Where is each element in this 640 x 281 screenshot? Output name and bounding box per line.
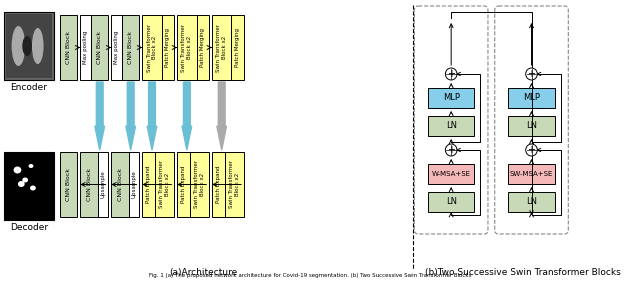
Text: CNN Block: CNN Block	[97, 31, 102, 64]
Text: Max pooling: Max pooling	[83, 31, 88, 64]
Text: SW-MSA+SE: SW-MSA+SE	[510, 171, 553, 177]
FancyBboxPatch shape	[91, 15, 108, 80]
Text: +: +	[527, 69, 536, 79]
FancyBboxPatch shape	[162, 15, 174, 80]
Text: Patch Expand: Patch Expand	[181, 166, 186, 203]
FancyBboxPatch shape	[122, 15, 140, 80]
Text: Swin Transformer
Block x2: Swin Transformer Block x2	[229, 160, 240, 209]
FancyBboxPatch shape	[111, 15, 122, 80]
Text: +: +	[527, 145, 536, 155]
FancyBboxPatch shape	[508, 116, 555, 136]
Text: W-MSA+SE: W-MSA+SE	[431, 171, 470, 177]
Text: Decoder: Decoder	[10, 223, 48, 232]
FancyBboxPatch shape	[196, 15, 209, 80]
Text: MLP: MLP	[523, 94, 540, 103]
Text: CNN Block: CNN Block	[66, 31, 71, 64]
FancyBboxPatch shape	[60, 152, 77, 217]
Text: LN: LN	[445, 198, 457, 207]
FancyBboxPatch shape	[155, 152, 174, 217]
Text: Swin Transformer
Block x2: Swin Transformer Block x2	[147, 24, 157, 71]
FancyBboxPatch shape	[232, 15, 244, 80]
FancyBboxPatch shape	[428, 164, 474, 184]
Text: (a)Architecture: (a)Architecture	[169, 268, 237, 277]
Text: Fig. 1 (a) The proposed network architecture for Covid-19 segmentation. (b) Two : Fig. 1 (a) The proposed network architec…	[148, 273, 471, 278]
Ellipse shape	[18, 181, 25, 187]
Circle shape	[525, 68, 538, 80]
FancyBboxPatch shape	[212, 15, 232, 80]
Text: Patch Expand: Patch Expand	[216, 166, 221, 203]
FancyBboxPatch shape	[190, 152, 209, 217]
FancyBboxPatch shape	[81, 15, 91, 80]
Text: CNN Block: CNN Block	[86, 168, 92, 201]
Ellipse shape	[22, 36, 32, 56]
FancyBboxPatch shape	[177, 152, 190, 217]
FancyBboxPatch shape	[428, 88, 474, 108]
Text: Patch Merging: Patch Merging	[235, 28, 240, 67]
FancyBboxPatch shape	[4, 12, 54, 80]
Text: Upsample: Upsample	[100, 171, 106, 198]
Circle shape	[445, 68, 457, 80]
FancyBboxPatch shape	[177, 15, 196, 80]
Text: +: +	[447, 69, 455, 79]
Text: Swin Transformer
Block x2: Swin Transformer Block x2	[182, 24, 192, 71]
Ellipse shape	[22, 178, 28, 182]
Text: CNN Block: CNN Block	[66, 168, 71, 201]
Text: +: +	[447, 145, 455, 155]
FancyArrow shape	[147, 82, 157, 150]
Text: LN: LN	[526, 121, 537, 130]
FancyBboxPatch shape	[129, 152, 140, 217]
FancyBboxPatch shape	[98, 152, 108, 217]
Ellipse shape	[29, 164, 33, 168]
Ellipse shape	[12, 26, 25, 66]
Text: Max pooling: Max pooling	[114, 31, 119, 64]
Ellipse shape	[32, 28, 44, 64]
Text: Upsample: Upsample	[132, 171, 136, 198]
Ellipse shape	[13, 167, 21, 173]
FancyArrow shape	[217, 82, 227, 150]
Text: LN: LN	[526, 198, 537, 207]
Text: Swin Transformer
Block x2: Swin Transformer Block x2	[159, 160, 170, 209]
Text: Patch Merging: Patch Merging	[166, 28, 170, 67]
Ellipse shape	[30, 185, 36, 191]
Text: Patch Merging: Patch Merging	[200, 28, 205, 67]
FancyArrow shape	[182, 82, 192, 150]
FancyBboxPatch shape	[428, 116, 474, 136]
Text: Patch Expand: Patch Expand	[146, 166, 151, 203]
FancyBboxPatch shape	[142, 152, 155, 217]
Text: Swin Transformer
Block x2: Swin Transformer Block x2	[194, 160, 205, 209]
Text: MLP: MLP	[443, 94, 460, 103]
FancyBboxPatch shape	[508, 164, 555, 184]
FancyBboxPatch shape	[508, 192, 555, 212]
FancyBboxPatch shape	[225, 152, 244, 217]
Text: CNN Block: CNN Block	[128, 31, 133, 64]
FancyArrow shape	[95, 82, 104, 150]
FancyBboxPatch shape	[428, 192, 474, 212]
FancyBboxPatch shape	[111, 152, 129, 217]
FancyBboxPatch shape	[4, 152, 54, 220]
FancyArrow shape	[126, 82, 136, 150]
Text: Swin Transformer
Block x2: Swin Transformer Block x2	[216, 24, 227, 71]
Circle shape	[525, 144, 538, 156]
FancyBboxPatch shape	[81, 152, 98, 217]
Text: CNN Block: CNN Block	[118, 168, 122, 201]
Text: LN: LN	[445, 121, 457, 130]
Text: (b)Two Successive Swin Transformer Blocks: (b)Two Successive Swin Transformer Block…	[425, 268, 621, 277]
FancyBboxPatch shape	[6, 14, 52, 78]
FancyBboxPatch shape	[60, 15, 77, 80]
Circle shape	[445, 144, 457, 156]
FancyBboxPatch shape	[212, 152, 225, 217]
FancyBboxPatch shape	[142, 15, 162, 80]
FancyBboxPatch shape	[508, 88, 555, 108]
Text: Encoder: Encoder	[10, 83, 47, 92]
